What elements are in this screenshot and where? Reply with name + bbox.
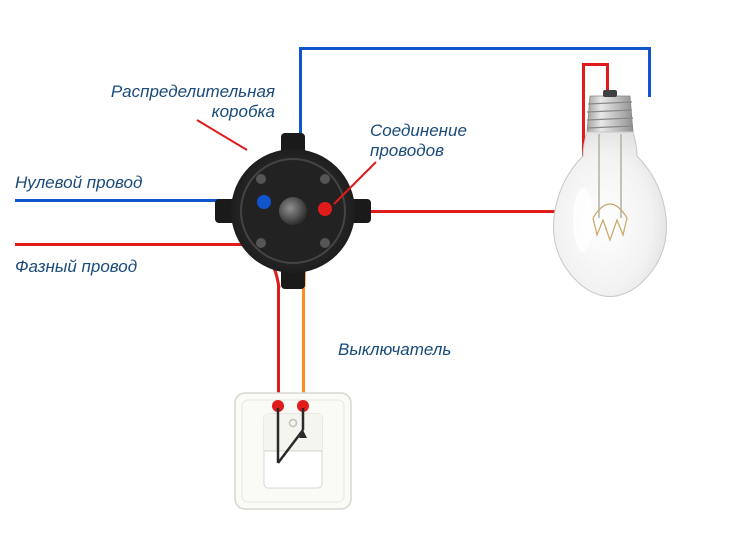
label-wire-connection-text: Соединениепроводов xyxy=(370,121,467,160)
label-wire-connection: Соединениепроводов xyxy=(370,121,467,162)
junction-box xyxy=(213,131,373,291)
label-phase-wire-text: Фазный провод xyxy=(15,257,137,276)
wire-phase-input xyxy=(15,243,245,246)
node-neutral xyxy=(257,195,271,209)
wire-phase-to-lamp-h2 xyxy=(582,63,609,66)
light-bulb xyxy=(543,90,677,310)
label-phase-wire: Фазный провод xyxy=(15,257,137,277)
label-junction-box-text: Распределительнаякоробка xyxy=(111,82,275,121)
label-switch: Выключатель xyxy=(338,340,451,360)
pointer-junction-box xyxy=(195,118,251,154)
label-neutral-wire: Нулевой провод xyxy=(15,173,142,193)
wire-neutral-top-horizontal xyxy=(299,47,651,50)
wire-phase-to-switch xyxy=(277,285,280,405)
switch-internal-wiring xyxy=(270,408,314,478)
label-neutral-wire-text: Нулевой провод xyxy=(15,173,142,192)
wire-switched-from-switch xyxy=(302,285,305,405)
pointer-wire-connection xyxy=(330,160,380,208)
label-junction-box: Распределительнаякоробка xyxy=(95,82,275,123)
label-switch-text: Выключатель xyxy=(338,340,451,359)
